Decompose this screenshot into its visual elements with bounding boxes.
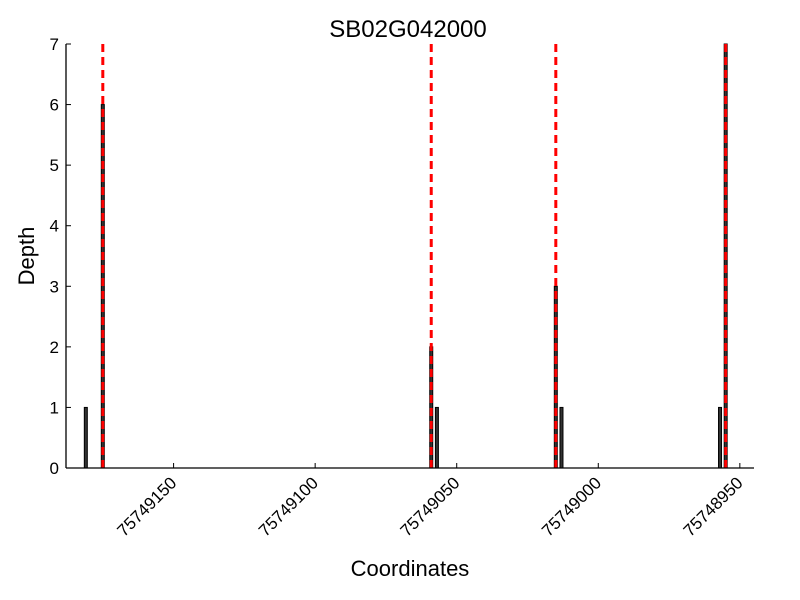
y-axis-label: Depth <box>14 227 39 286</box>
y-tick-label-2: 2 <box>50 338 59 357</box>
y-tick-label-4: 4 <box>50 217 59 236</box>
x-tick-label-1: 75749100 <box>255 473 322 540</box>
ticks-layer: 0 1 2 3 4 5 6 7 75749150 75749100 75749050 75749000… <box>50 35 747 540</box>
reference-lines-layer <box>101 44 728 468</box>
axes-layer <box>65 44 754 469</box>
y-tick-label-5: 5 <box>50 156 59 175</box>
x-tick-label-4: 75748950 <box>680 473 747 540</box>
bar-6 <box>718 406 723 469</box>
x-tick-label-3: 75749000 <box>538 473 605 540</box>
bar-0 <box>83 406 88 469</box>
chart-title: SB02G042000 <box>329 16 486 43</box>
x-axis-label: Coordinates <box>351 556 470 581</box>
x-tick-label-2: 75749050 <box>397 473 464 540</box>
y-tick-label-0: 0 <box>50 459 59 478</box>
y-tick-label-6: 6 <box>50 96 59 115</box>
x-tick-label-0: 75749150 <box>113 473 180 540</box>
y-tick-label-7: 7 <box>50 35 59 54</box>
y-tick-label-1: 1 <box>50 398 59 417</box>
bars-layer <box>83 43 728 469</box>
bar-5 <box>559 406 564 469</box>
bar-3 <box>434 406 439 469</box>
y-tick-label-3: 3 <box>50 277 59 296</box>
